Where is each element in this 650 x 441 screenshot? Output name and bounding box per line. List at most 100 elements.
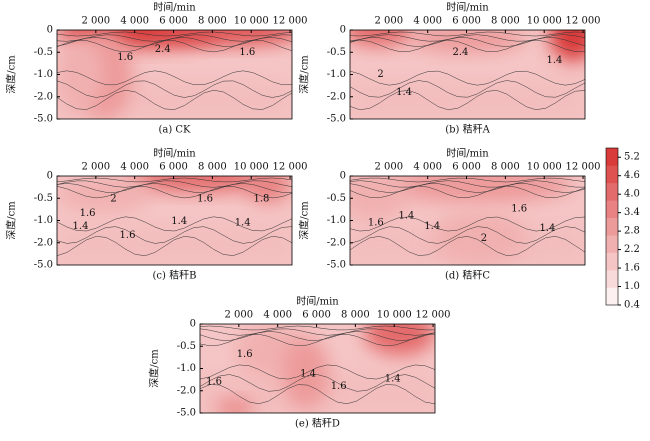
x-tick-label: 6 000 <box>452 162 481 173</box>
y-tick-label: -1.0 <box>327 215 346 226</box>
contour-line <box>57 89 292 110</box>
y-tick-label: -1.0 <box>34 69 53 80</box>
y-tick-label: 0 <box>47 25 53 36</box>
contour-field <box>57 30 292 119</box>
x-tick-label: 6 000 <box>302 310 331 321</box>
contour-label: 1.8 <box>253 194 269 205</box>
y-tick-label: 0 <box>190 319 196 330</box>
contour-line <box>200 325 435 331</box>
contour-line <box>57 226 292 244</box>
contour-label: 1.6 <box>197 194 213 205</box>
x-tick-label: 8 000 <box>198 16 227 27</box>
contour-line <box>200 333 435 347</box>
contour-label: 1.6 <box>117 52 133 63</box>
x-tick-label: 2 000 <box>375 162 404 173</box>
contour-line <box>350 180 585 188</box>
x-tick-label: 4 000 <box>120 16 149 27</box>
colorbar-tick-label: 1.0 <box>624 281 640 292</box>
contour-label: 1.4 <box>424 221 440 232</box>
colorbar-tick-label: 4.6 <box>624 170 640 181</box>
y-tick-label: -5.0 <box>34 114 53 125</box>
contour-line <box>57 31 292 37</box>
colorbar-frame <box>605 147 619 306</box>
contour-label: 1.6 <box>511 203 527 214</box>
contour-label: 1.6 <box>120 230 136 241</box>
contour-line <box>200 374 435 392</box>
colorbar-swatch <box>606 148 618 166</box>
colorbar-swatch <box>606 217 618 236</box>
x-tick-label: 12 000 <box>273 162 308 173</box>
colorbar-tick-label: 0.4 <box>624 300 640 311</box>
contour-label: 2.4 <box>155 44 171 55</box>
caption: (a) CK <box>158 125 191 136</box>
y-tick-label: -0.5 <box>34 193 53 204</box>
field-deep <box>57 224 292 265</box>
contour-line <box>200 331 435 341</box>
x-tick-label: 8 000 <box>198 162 227 173</box>
colorbar-tick-label: 3.4 <box>624 207 640 218</box>
contour-label: 1.6 <box>368 218 384 229</box>
x-tick-label: 2 000 <box>82 162 111 173</box>
contour-label: 1.4 <box>235 218 251 229</box>
contour-line <box>350 177 585 183</box>
x-tick-label: 2 000 <box>375 16 404 27</box>
contour-label: 2 <box>110 194 116 205</box>
hot-zone <box>162 30 292 46</box>
contour-line <box>350 80 585 98</box>
y-tick-label: -5.0 <box>327 260 346 271</box>
contour-line <box>350 90 585 110</box>
contour-line <box>57 216 292 232</box>
contour-label: 1.4 <box>396 87 412 98</box>
y-axis-title: 深度/cm <box>148 349 161 388</box>
y-tick-label: -5.0 <box>34 260 53 271</box>
contour-line <box>350 34 585 42</box>
contour-label: 2 <box>481 233 487 244</box>
contour-line <box>350 37 585 47</box>
hot-zone <box>549 30 585 62</box>
x-tick-label: 10 000 <box>234 162 269 173</box>
colorbar-swatch <box>606 182 618 201</box>
y-axis-title: 深度/cm <box>298 201 311 240</box>
contour-line <box>350 39 585 52</box>
contour-line <box>200 384 435 405</box>
contour-field <box>200 324 435 413</box>
x-tick-label: 8 000 <box>491 162 520 173</box>
colorbar-tick-label: 5.2 <box>624 152 640 163</box>
y-tick-label: -2.0 <box>177 385 196 396</box>
y-tick-label: -1.0 <box>177 363 196 374</box>
y-tick-label: -2.0 <box>327 91 346 102</box>
colorbar-swatch <box>606 270 618 288</box>
colorbar-tick-label: 2.8 <box>624 226 640 237</box>
x-tick-label: 4 000 <box>263 310 292 321</box>
contour-line <box>57 40 292 53</box>
x-tick-label: 10 000 <box>234 16 269 27</box>
y-axis-title: 深度/cm <box>5 201 18 240</box>
contour-label: 1.4 <box>546 55 562 66</box>
x-tick-label: 8 000 <box>491 16 520 27</box>
colorbar-swatch <box>606 165 618 184</box>
contour-label: 1.4 <box>398 211 414 222</box>
contour-label: 1.6 <box>237 349 253 360</box>
hot-zone <box>57 38 104 111</box>
caption: (d) 秸秆C <box>445 269 490 282</box>
colorbar-swatch <box>606 287 618 306</box>
hot-zone <box>216 399 255 413</box>
contour-line <box>350 70 585 86</box>
contour-line <box>350 185 585 198</box>
x-tick-label: 2 000 <box>225 310 254 321</box>
x-axis-title: 时间/min <box>296 295 339 308</box>
panel: 2 000 4 000 6 000 8 000 10 000 12 000 0 -0.5 -1.… <box>5 1 308 136</box>
y-tick-label: -2.0 <box>34 237 53 248</box>
y-tick-label: -0.5 <box>327 47 346 58</box>
x-tick-label: 6 000 <box>159 16 188 27</box>
contour-label: 1.6 <box>331 381 347 392</box>
x-tick-label: 12 000 <box>566 162 601 173</box>
caption: (c) 秸秆B <box>153 269 197 282</box>
x-tick-label: 12 000 <box>273 16 308 27</box>
colorbar-tick-label: 2.2 <box>624 244 640 255</box>
caption: (e) 秸秆D <box>295 417 340 430</box>
field-deep <box>350 78 585 119</box>
y-tick-label: 0 <box>340 171 346 182</box>
y-tick-label: -1.0 <box>34 215 53 226</box>
